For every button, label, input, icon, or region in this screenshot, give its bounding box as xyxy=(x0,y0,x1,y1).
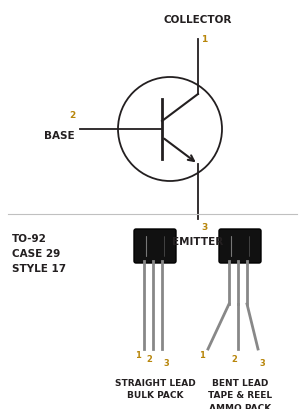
Text: COLLECTOR: COLLECTOR xyxy=(164,15,232,25)
FancyBboxPatch shape xyxy=(219,229,261,263)
Text: BENT LEAD
TAPE & REEL
AMMO PACK: BENT LEAD TAPE & REEL AMMO PACK xyxy=(208,379,272,409)
Text: STRAIGHT LEAD
BULK PACK: STRAIGHT LEAD BULK PACK xyxy=(115,379,196,400)
Text: EMITTER: EMITTER xyxy=(172,237,224,247)
Text: 3: 3 xyxy=(163,359,169,368)
Text: 3: 3 xyxy=(259,359,265,368)
Bar xyxy=(136,249,174,261)
Text: 2: 2 xyxy=(231,355,237,364)
Text: TO-92
CASE 29
STYLE 17: TO-92 CASE 29 STYLE 17 xyxy=(12,234,66,274)
Text: 2: 2 xyxy=(69,110,75,119)
Text: 2: 2 xyxy=(146,355,152,364)
Text: 1: 1 xyxy=(199,351,205,360)
Bar xyxy=(221,249,259,261)
Text: 3: 3 xyxy=(201,223,207,232)
Text: BASE: BASE xyxy=(44,131,75,141)
Text: 1: 1 xyxy=(135,351,141,360)
FancyBboxPatch shape xyxy=(134,229,176,263)
Text: 1: 1 xyxy=(201,35,207,44)
